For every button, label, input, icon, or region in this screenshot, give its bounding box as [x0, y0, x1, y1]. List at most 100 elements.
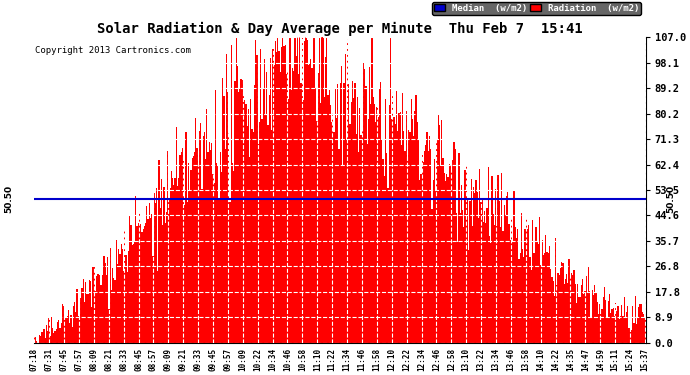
Bar: [397, 131, 398, 343]
Bar: [445, 182, 446, 343]
Bar: [290, 90, 292, 343]
Bar: [336, 118, 337, 343]
Bar: [284, 45, 286, 343]
Bar: [556, 285, 558, 343]
Bar: [450, 165, 451, 343]
Bar: [376, 107, 377, 343]
Bar: [569, 259, 570, 343]
Bar: [363, 63, 364, 343]
Text: 50.50: 50.50: [666, 184, 675, 213]
Bar: [282, 37, 284, 343]
Bar: [586, 293, 588, 343]
Bar: [531, 270, 532, 343]
Bar: [124, 231, 126, 343]
Bar: [157, 272, 159, 343]
Bar: [518, 259, 520, 343]
Bar: [527, 229, 528, 343]
Bar: [409, 132, 411, 343]
Bar: [244, 100, 246, 343]
Bar: [81, 288, 83, 343]
Bar: [475, 180, 477, 343]
Bar: [633, 322, 635, 343]
Bar: [165, 223, 166, 343]
Bar: [277, 37, 279, 343]
Bar: [417, 122, 418, 343]
Bar: [543, 255, 544, 343]
Bar: [324, 97, 325, 343]
Bar: [490, 243, 491, 343]
Bar: [386, 153, 387, 343]
Bar: [524, 230, 526, 343]
Bar: [151, 214, 152, 343]
Bar: [513, 190, 515, 343]
Bar: [580, 297, 581, 343]
Bar: [292, 68, 293, 343]
Bar: [251, 129, 253, 343]
Bar: [597, 302, 598, 343]
Bar: [235, 37, 237, 343]
Bar: [544, 253, 545, 343]
Bar: [188, 163, 189, 343]
Bar: [559, 275, 560, 343]
Bar: [529, 257, 531, 343]
Bar: [41, 332, 42, 343]
Bar: [239, 89, 241, 343]
Bar: [635, 324, 637, 343]
Bar: [359, 108, 360, 343]
Bar: [95, 291, 96, 343]
Bar: [194, 152, 195, 343]
Bar: [562, 263, 564, 343]
Bar: [571, 273, 572, 343]
Bar: [480, 202, 482, 343]
Bar: [566, 274, 567, 343]
Bar: [365, 86, 366, 343]
Bar: [216, 163, 217, 343]
Bar: [83, 279, 84, 343]
Bar: [644, 318, 646, 343]
Bar: [373, 97, 374, 343]
Bar: [408, 130, 409, 343]
Bar: [411, 99, 412, 343]
Bar: [467, 200, 468, 343]
Bar: [84, 302, 85, 343]
Bar: [428, 151, 429, 343]
Bar: [439, 125, 440, 343]
Bar: [406, 111, 407, 343]
Bar: [80, 298, 81, 343]
Bar: [429, 136, 430, 343]
Bar: [298, 74, 299, 343]
Bar: [346, 140, 347, 343]
Bar: [331, 122, 333, 343]
Bar: [302, 37, 303, 343]
Bar: [502, 231, 504, 343]
Bar: [577, 284, 578, 343]
Bar: [297, 37, 298, 343]
Bar: [593, 295, 594, 343]
Bar: [146, 206, 148, 343]
Bar: [589, 291, 591, 343]
Bar: [393, 117, 395, 343]
Bar: [447, 177, 448, 343]
Bar: [175, 178, 176, 343]
Bar: [599, 304, 600, 343]
Bar: [155, 203, 156, 343]
Bar: [413, 136, 414, 343]
Bar: [542, 240, 543, 343]
Bar: [553, 281, 554, 343]
Bar: [149, 203, 150, 343]
Bar: [213, 174, 214, 343]
Bar: [58, 320, 59, 343]
Bar: [134, 242, 135, 343]
Bar: [509, 224, 510, 343]
Bar: [551, 277, 553, 343]
Bar: [217, 166, 219, 343]
Bar: [539, 217, 540, 343]
Bar: [264, 59, 265, 343]
Bar: [388, 105, 390, 343]
Bar: [613, 316, 615, 343]
Bar: [79, 318, 80, 343]
Bar: [132, 244, 134, 343]
Bar: [102, 274, 103, 343]
Bar: [113, 278, 115, 343]
Bar: [355, 134, 357, 343]
